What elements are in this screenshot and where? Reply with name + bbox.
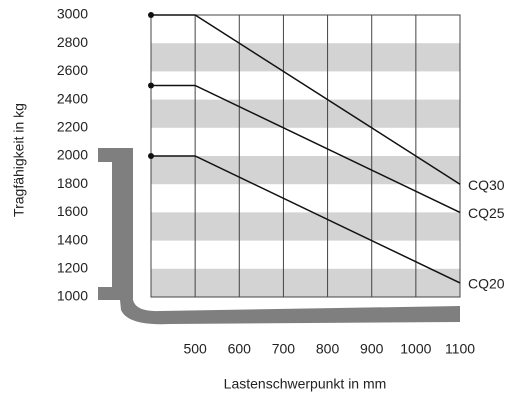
- grid-band: [151, 269, 460, 297]
- grid-band: [151, 43, 460, 71]
- y-axis-title: Tragfähigkeit in kg: [11, 103, 27, 217]
- grid-band: [151, 156, 460, 184]
- start-point: [148, 12, 154, 18]
- grid-band: [151, 100, 460, 128]
- chart: Lastenschwerpunkt in mm Tragfähigkeit in…: [0, 0, 510, 401]
- x-tick-label: 800: [316, 341, 340, 357]
- series-label: CQ20: [468, 276, 505, 292]
- x-tick-label: 600: [228, 341, 252, 357]
- start-point: [148, 153, 154, 159]
- y-tick-label: 2600: [57, 62, 88, 78]
- x-tick-label: 900: [360, 341, 384, 357]
- y-tick-label: 2400: [57, 90, 88, 106]
- x-tick-label: 700: [272, 341, 296, 357]
- page: {"chart_data": {"type": "line", "x_label…: [0, 0, 510, 401]
- y-tick-label: 2800: [57, 34, 88, 50]
- y-tick-label: 1600: [57, 203, 88, 219]
- series-label: CQ30: [468, 177, 505, 193]
- y-tick-label: 1400: [57, 231, 88, 247]
- x-axis-title: Lastenschwerpunkt in mm: [224, 376, 387, 392]
- x-tick-label: 1000: [400, 341, 431, 357]
- y-tick-label: 2200: [57, 119, 88, 135]
- series-label: CQ25: [468, 205, 505, 221]
- start-point: [148, 83, 154, 89]
- y-tick-label: 1000: [57, 288, 88, 304]
- y-tick-label: 2000: [57, 147, 88, 163]
- y-tick-label: 1800: [57, 175, 88, 191]
- grid-band: [151, 212, 460, 240]
- y-tick-label: 3000: [57, 6, 88, 22]
- y-tick-label: 1200: [57, 260, 88, 276]
- x-tick-label: 1100: [445, 341, 475, 357]
- x-tick-label: 500: [183, 341, 207, 357]
